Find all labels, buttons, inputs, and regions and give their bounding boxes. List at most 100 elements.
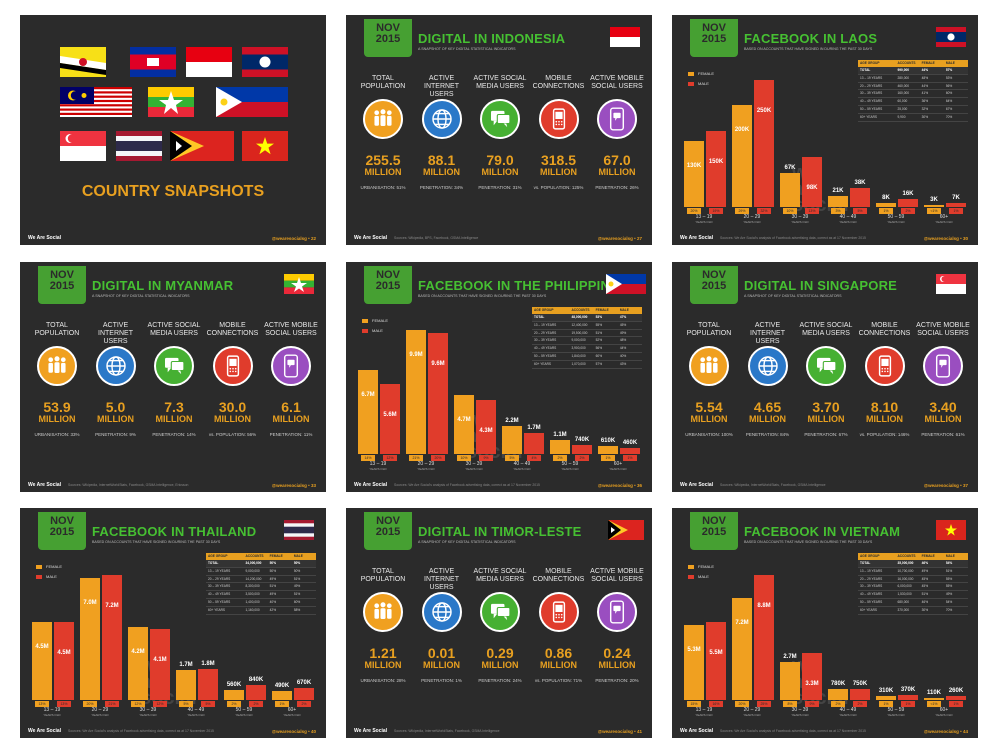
bar-male-2: [754, 575, 774, 700]
bar-value-label: 130K: [686, 163, 702, 169]
stat-internet-users: ACTIVE INTERNET USERS 88.1 MILLION PENETRAT…: [413, 75, 471, 190]
stat-note: PENETRATION: 14%: [152, 432, 196, 437]
bar-male-4: [198, 668, 218, 700]
bar-male-3: [150, 628, 170, 700]
bar-percent-label: 2%: [227, 701, 241, 707]
bar-value-label: 6.7M: [361, 391, 375, 398]
stat-note: vs. POPULATION: 125%: [533, 185, 584, 190]
stat-total-population: TOTAL POPULATION 1.21 MILLION URBANISATION:…: [354, 568, 412, 683]
bar-value-label: 3K: [930, 197, 938, 203]
bar-percent-label: 1%: [879, 701, 893, 707]
bar-value-label: 5.3M: [687, 646, 701, 653]
bar-value-label: 610K: [600, 438, 616, 445]
bar-percent-label: 14%: [361, 455, 375, 461]
table-row: 30 – 39 YEARS 8,300,000 51% 49%: [206, 583, 316, 592]
bar-value-label: 67K: [784, 164, 796, 171]
population-icon: [363, 592, 403, 632]
chart-legend: FEMALE MALE: [362, 318, 388, 338]
stat-unit: MILLION: [38, 414, 76, 424]
bar-female-1: [684, 624, 704, 700]
bar-percent-label: 10%: [783, 208, 797, 214]
footer-source: Sources: Wikipedia, InternetWorldStats, …: [394, 729, 500, 733]
bar-female-4: [828, 688, 848, 700]
bar-percent-label: 3%: [831, 208, 845, 214]
date-badge: NOV 2015: [38, 266, 86, 304]
stat-value: 79.0: [486, 152, 514, 168]
age-group-label: 30 – 39 YEARS OLD: [139, 707, 157, 718]
age-group-label: 30 – 39 YEARS OLD: [465, 461, 483, 472]
bar-male-5: [898, 694, 918, 700]
stat-label: ACTIVE MOBILE SOCIAL USERS: [916, 322, 970, 337]
age-breakdown-table: AGE GROUP ACCOUNTS FEMALE MALE TOTAL 34,000,0…: [206, 553, 316, 615]
stat-label: ACTIVE SOCIAL MEDIA USERS: [799, 322, 853, 337]
slide-country-snapshots[interactable]: COUNTRY SNAPSHOTS We Are Social @weareso…: [20, 15, 326, 245]
slide-subtitle: BASED ON ACCOUNTS THAT HAVE SIGNED IN DU…: [92, 540, 221, 544]
slide-subtitle: A SNAPSHOT OF KEY DIGITAL STATISTICAL IN…: [744, 294, 842, 298]
bar-value-label: 8K: [882, 194, 890, 201]
mobile-social-icon: [923, 346, 963, 386]
stat-label: ACTIVE MOBILE SOCIAL USERS: [264, 322, 318, 337]
slide-facebook-thailand[interactable]: NOV 2015 FACEBOOK IN THAILAND BASED ON AC…: [20, 508, 326, 738]
bar-female-5: [876, 695, 896, 700]
footer-handle: @wearesocialsg • 27: [597, 236, 642, 241]
slide-digital-indonesia[interactable]: NOV 2015 DIGITAL IN INDONESIA A SNAPSHOT …: [346, 15, 652, 245]
stat-label: TOTAL POPULATION: [34, 322, 80, 337]
stat-unit: MILLION: [481, 660, 519, 670]
slide-digital-myanmar[interactable]: NOV 2015 DIGITAL IN MYANMAR A SNAPSHOT OF…: [20, 262, 326, 492]
bar-value-label: 250K: [756, 108, 772, 115]
bar-value-label: 7K: [952, 195, 960, 202]
footer-source: Sources: Wikipedia, BPS, Facebook, GSMA …: [394, 236, 479, 240]
legend-male: MALE: [362, 328, 388, 333]
date-badge: NOV 2015: [690, 512, 738, 550]
bar-percent-label: 2%: [901, 208, 915, 214]
stat-value: 5.54: [695, 399, 723, 415]
age-breakdown-table: AGE GROUP ACCOUNTS FEMALE MALE TOTAL 48,000,0…: [532, 307, 642, 369]
slide-digital-timor-leste[interactable]: NOV 2015 DIGITAL IN TIMOR-LESTE A SNAPSHO…: [346, 508, 652, 738]
stat-internet-users: ACTIVE INTERNET USERS 4.65 MILLION PENETRAT…: [739, 322, 797, 437]
stat-value: 5.0: [105, 399, 126, 415]
slide-facebook-vietnam[interactable]: NOV 2015 FACEBOOK IN VIETNAM BASED ON ACC…: [672, 508, 978, 738]
bar-male-5: [246, 685, 266, 700]
legend-female: FEMALE: [688, 71, 714, 76]
slide-facebook-philippines[interactable]: NOV 2015 FACEBOOK IN THE PHILIPPINES BASE…: [346, 262, 652, 492]
bar-value-label: 1.8M: [201, 660, 215, 667]
bar-percent-label: 32%: [757, 208, 771, 214]
bar-percent-label: 20%: [687, 208, 701, 214]
bar-value-label: 740K: [574, 436, 590, 443]
legend-female: FEMALE: [36, 564, 62, 569]
stat-note: PENETRATION: 67%: [804, 432, 848, 437]
stat-value: 6.1: [281, 399, 301, 415]
age-group-label: 50 – 59 YEARS OLD: [887, 707, 905, 718]
bar-female-6: [924, 698, 944, 700]
bar-female-3: [780, 661, 800, 700]
bar-female-4: [176, 670, 196, 700]
footer-brand: We Are Social: [680, 728, 714, 734]
myanmar-flag-icon: [284, 274, 314, 294]
chart-legend: FEMALE MALE: [688, 71, 714, 91]
table-row: 50 – 59 YEARS 680,000 46% 54%: [858, 599, 968, 607]
slide-digital-singapore[interactable]: NOV 2015 DIGITAL IN SINGAPORE A SNAPSHOT …: [672, 262, 978, 492]
table-row: 40 – 49 YEARS 60,000 36% 64%: [858, 98, 968, 106]
stat-label: MOBILE CONNECTIONS: [532, 75, 585, 90]
bar-percent-label: 15%: [687, 701, 701, 707]
bar-value-label: 310K: [878, 687, 894, 694]
age-group-label: 13 – 19 YEARS OLD: [369, 461, 387, 472]
stat-note: PENETRATION: 20%: [595, 678, 639, 683]
table-row: 20 – 29 YEARS 16,000,000 45% 55%: [858, 576, 968, 584]
stat-label: ACTIVE MOBILE SOCIAL USERS: [590, 568, 644, 583]
age-group-label: 60+ YEARS OLD: [935, 214, 953, 225]
bar-male-1: [706, 130, 726, 207]
bar-female-3: [128, 627, 148, 700]
bar-female-2: [406, 329, 426, 454]
slide-facebook-laos[interactable]: NOV 2015 FACEBOOK IN LAOS BASED ON ACCOUN…: [672, 15, 978, 245]
stat-unit: MILLION: [690, 414, 728, 424]
bar-percent-label: 20%: [735, 701, 749, 707]
internet-icon: [95, 346, 136, 386]
bar-value-label: 4.1M: [153, 656, 167, 663]
slide-title: FACEBOOK IN THE PHILIPPINES: [418, 278, 628, 293]
stat-social-media-users: ACTIVE SOCIAL MEDIA USERS 79.0 MILLION PENE…: [471, 75, 529, 190]
bar-percent-label: 2%: [553, 455, 567, 461]
bar-percent-label: 16%: [709, 701, 723, 707]
bar-percent-label: 1%: [901, 701, 915, 707]
population-icon: [37, 346, 77, 386]
